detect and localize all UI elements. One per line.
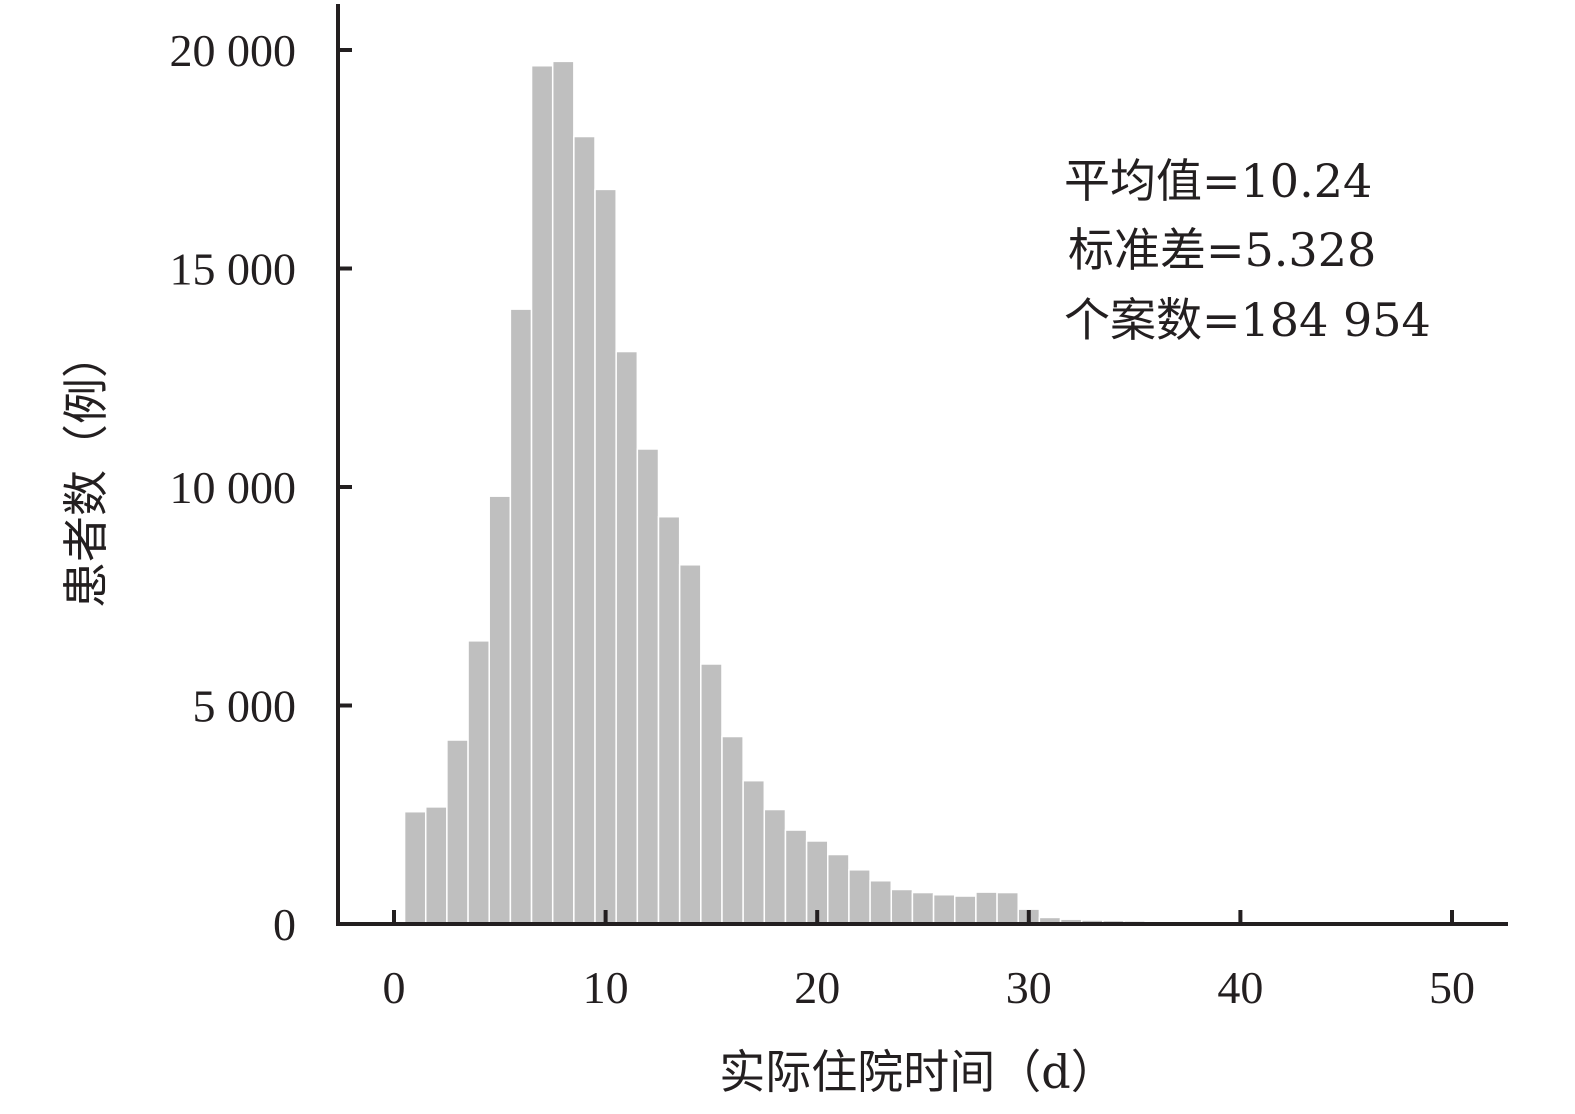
histogram-bar — [509, 308, 533, 925]
axes-layer — [336, 4, 1508, 926]
x-tick-label: 30 — [1006, 962, 1052, 1013]
histogram-bar — [911, 891, 935, 925]
histogram-bar — [424, 806, 448, 925]
histogram-bar — [488, 495, 512, 925]
histogram-bar — [721, 735, 744, 925]
y-tick-label: 0 — [273, 899, 296, 950]
x-tick-label: 20 — [794, 962, 840, 1013]
histogram-bar — [678, 564, 702, 925]
histogram-bar — [594, 188, 617, 925]
histogram-bar — [848, 869, 871, 925]
histogram-bar — [615, 350, 639, 925]
histogram-bar — [827, 853, 850, 925]
x-axis-title: 实际住院时间（d） — [719, 1045, 1116, 1099]
histogram-bar — [530, 64, 554, 925]
x-tick-label: 40 — [1217, 962, 1263, 1013]
histogram-bar — [403, 810, 427, 925]
histogram-bar — [890, 888, 914, 925]
histogram-bar — [573, 135, 596, 925]
y-tick-label: 15 000 — [170, 244, 297, 295]
histogram-bar — [953, 895, 977, 925]
histogram-bar — [869, 879, 893, 925]
histogram-bar — [551, 60, 575, 925]
histogram-bar — [700, 663, 723, 925]
bars-layer — [403, 60, 1168, 925]
histogram-bar — [763, 808, 787, 925]
n-annotation: 个案数=184 954 — [1064, 293, 1431, 347]
x-tick-label: 0 — [383, 962, 406, 1013]
stats-annotation: 平均值=10.24 标准差=5.328 个案数=184 954 — [1064, 154, 1431, 347]
mean-annotation: 平均值=10.24 — [1064, 154, 1372, 208]
histogram-bar — [932, 893, 956, 925]
y-axis-title: 患者数（例） — [59, 332, 113, 608]
histogram-bar — [446, 739, 469, 925]
labels-layer: 患者数（例） 实际住院时间（d） 0 5 000 10 000 15 000 20 00… — [59, 25, 1475, 1099]
histogram-bar — [657, 515, 681, 925]
sd-annotation: 标准差=5.328 — [1068, 223, 1376, 277]
x-tick-label: 10 — [583, 962, 629, 1013]
y-tick-label: 5 000 — [193, 681, 297, 732]
histogram-bar — [467, 640, 490, 925]
histogram-bar — [784, 829, 808, 925]
histogram-bar — [742, 779, 766, 925]
x-tick-label: 50 — [1429, 962, 1475, 1013]
y-tick-label: 10 000 — [170, 462, 297, 513]
histogram-bar — [996, 891, 1019, 925]
y-tick-label: 20 000 — [170, 25, 297, 76]
histogram-bar — [975, 891, 998, 925]
histogram-bar — [636, 448, 660, 925]
